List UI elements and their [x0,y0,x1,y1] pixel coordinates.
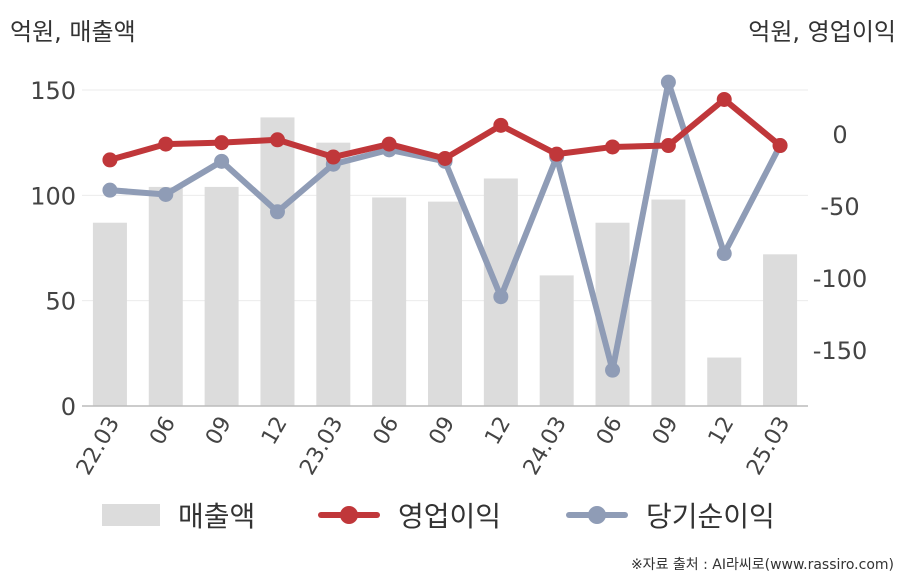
bar-revenue [92,222,127,406]
point-net-income [102,182,118,198]
right-tick-label: 0 [832,121,847,149]
right-tick-label: -150 [813,337,867,365]
point-net-income [269,204,285,220]
legend-label-operating-profit: 영업이익 [398,500,502,533]
legend-label-net-income: 당기순이익 [646,500,775,533]
point-operating-profit [605,139,621,155]
x-tick-label: 12 [480,413,516,450]
right-tick-label: -100 [813,265,867,293]
left-axis-unit: 억원, 매출액 [10,18,136,46]
right-tick-label: -50 [820,193,859,221]
point-operating-profit [158,136,174,152]
x-tick-label: 23.03 [295,413,348,480]
bar-revenue [428,201,462,406]
legend-swatch-revenue [102,504,160,526]
left-tick-label: 0 [61,393,76,421]
point-operating-profit [772,138,788,154]
x-tick-label: 09 [201,413,237,450]
left-tick-label: 100 [30,182,76,210]
x-tick-label: 22.03 [72,413,125,480]
point-net-income [493,289,509,305]
point-operating-profit [493,117,509,133]
bar-revenue [763,254,798,406]
left-tick-label: 150 [30,77,76,105]
x-tick-label: 24.03 [519,413,572,480]
point-operating-profit [549,146,565,162]
point-operating-profit [325,149,341,165]
legend: 매출액 영업이익 당기순이익 [0,490,908,540]
x-tick-label: 25.03 [742,413,795,480]
point-net-income [605,362,621,378]
point-operating-profit [381,136,397,152]
legend-swatch-operating-profit [318,504,380,526]
legend-swatch-net-income [566,504,628,526]
right-axis-unit: 억원, 영업이익 [748,18,896,46]
legend-item-net-income: 당기순이익 [566,490,775,540]
x-tick-label: 09 [425,413,461,450]
bar-revenue [316,142,351,406]
point-operating-profit [102,152,118,168]
x-tick-label: 12 [704,413,740,450]
bar-revenue [260,117,295,407]
point-net-income [158,186,174,202]
bar-revenue [651,199,686,406]
legend-item-revenue: 매출액 [102,490,255,540]
legend-item-operating-profit: 영업이익 [318,490,501,540]
point-operating-profit [437,150,453,166]
left-tick-label: 50 [45,288,76,316]
point-operating-profit [660,138,676,154]
point-operating-profit [269,132,285,148]
x-tick-label: 09 [648,413,684,450]
bar-revenue [204,186,239,406]
bar-revenue [707,357,742,406]
point-net-income [214,153,230,169]
x-tick-label: 06 [592,413,628,450]
bar-revenue [372,197,407,406]
bar-revenue [539,275,574,406]
source-note: ※자료 출처 : AI라씨로(www.rassiro.com) [630,557,894,573]
bar-revenue [148,186,183,406]
legend-label-revenue: 매출액 [178,500,256,533]
point-operating-profit [214,135,230,151]
x-tick-label: 12 [257,413,293,450]
x-tick-label: 06 [369,413,405,450]
x-tick-label: 06 [145,413,181,450]
point-net-income [716,246,732,262]
point-net-income [660,74,676,90]
point-operating-profit [716,91,732,107]
